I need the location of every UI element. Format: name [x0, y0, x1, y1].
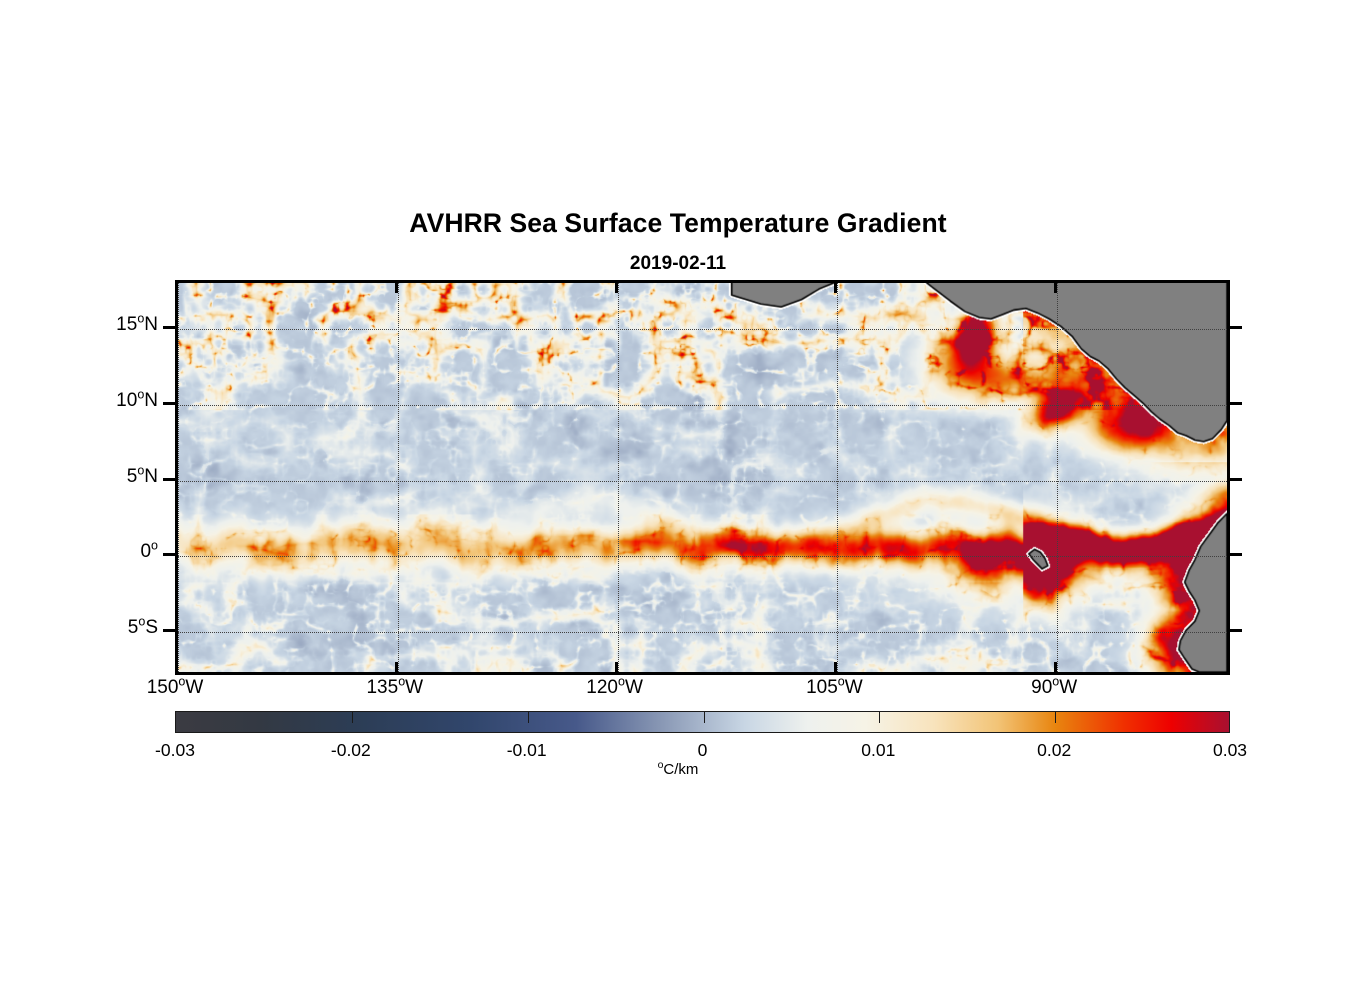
y-tick-mark	[1229, 553, 1242, 557]
y-tick-mark	[163, 325, 176, 329]
colorbar-tick-label-5: 0.02	[1037, 740, 1072, 760]
colorbar[interactable]	[175, 711, 1230, 733]
y-tick-mark	[1229, 325, 1242, 329]
colorbar-tick-label-3: 0	[697, 740, 708, 760]
colorbar-tick-label-4: 0.01	[861, 740, 896, 760]
map-axes[interactable]	[175, 280, 1230, 675]
y-tick-label-5°S: 5oS	[127, 615, 158, 639]
y-tick-label-15°N: 15oN	[116, 311, 158, 335]
y-tick-mark	[1229, 401, 1242, 405]
colorbar-tick-mark	[1055, 712, 1057, 723]
page-title: AVHRR Sea Surface Temperature Gradient	[409, 208, 947, 238]
degree-symbol-icon: o	[657, 759, 664, 771]
x-tick-mark	[834, 280, 838, 293]
y-tick-mark	[163, 629, 176, 633]
y-tick-label-0°: 0o	[140, 539, 158, 563]
x-tick-mark	[614, 662, 618, 675]
y-tick-label-10°N: 10oN	[116, 387, 158, 411]
y-tick-mark	[1229, 629, 1242, 633]
y-tick-mark	[163, 553, 176, 557]
sst-gradient-heatmap	[178, 283, 1227, 672]
x-tick-label-105°W: 105oW	[806, 674, 863, 698]
x-tick-mark	[394, 662, 398, 675]
x-tick-label-150°W: 150oW	[146, 674, 204, 698]
colorbar-tick-label-6: 0.03	[1212, 740, 1248, 760]
x-tick-mark	[175, 662, 178, 675]
colorbar-unit-label: oC/km	[0, 759, 1356, 778]
colorbar-tick-label-0: -0.03	[155, 740, 195, 760]
y-tick-mark	[1229, 477, 1242, 481]
y-tick-mark	[163, 401, 176, 405]
x-tick-mark	[1054, 280, 1058, 293]
x-tick-mark	[834, 662, 838, 675]
colorbar-tick-mark	[703, 712, 705, 723]
colorbar-tick-label-1: -0.02	[330, 740, 371, 760]
colorbar-tick-label-2: -0.01	[506, 740, 547, 760]
x-tick-mark	[614, 280, 618, 293]
y-tick-label-5°N: 5oN	[126, 463, 158, 487]
x-tick-label-120°W: 120oW	[586, 674, 643, 698]
colorbar-tick-mark	[527, 712, 529, 723]
colorbar-gradient	[176, 712, 1229, 732]
y-tick-mark	[163, 477, 176, 481]
x-tick-label-90°W: 90oW	[1031, 674, 1078, 698]
colorbar-tick-mark	[879, 712, 881, 723]
page-subtitle: 2019-02-11	[629, 253, 727, 274]
colorbar-tick-mark	[351, 712, 353, 723]
x-tick-mark	[394, 280, 398, 293]
x-tick-mark	[1054, 662, 1058, 675]
x-tick-mark	[175, 280, 178, 293]
colorbar-unit-text: C/km	[663, 761, 699, 778]
x-tick-label-135°W: 135oW	[366, 674, 424, 698]
